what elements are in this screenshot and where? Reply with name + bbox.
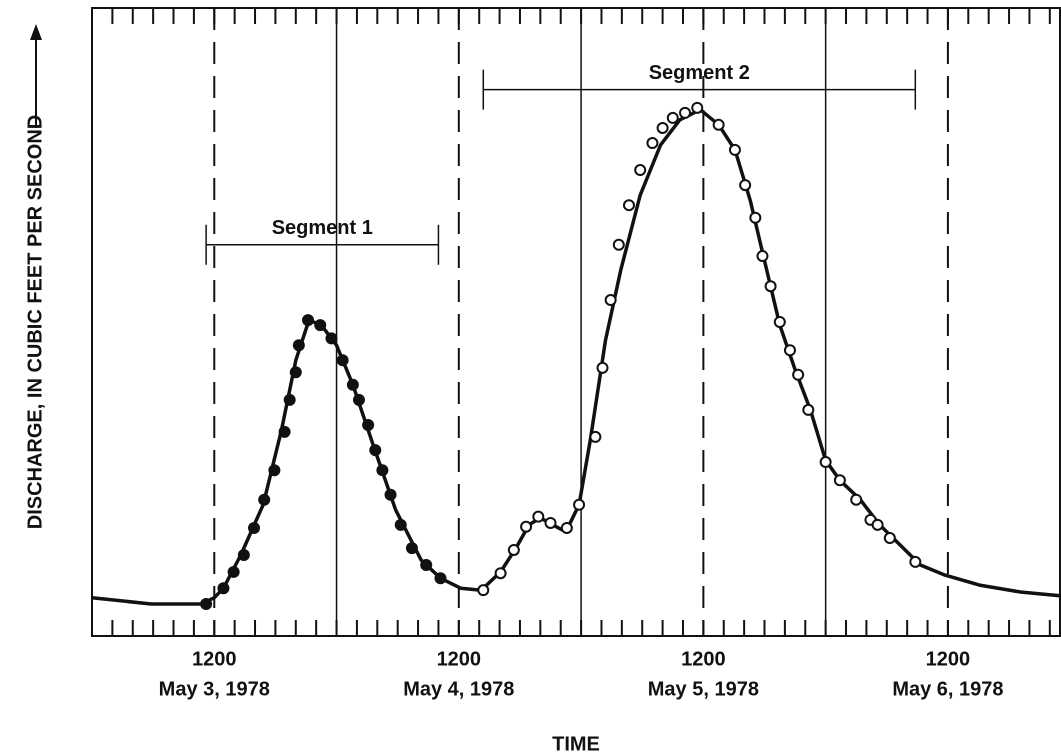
open-point [749,211,762,224]
open-point [589,430,602,443]
open-point [622,199,635,212]
open-point [764,280,777,293]
open-point [477,584,490,597]
x-tick-label: 1200 [437,648,482,670]
x-tick-date: May 5, 1978 [648,678,759,700]
open-point [691,101,704,114]
open-point [756,250,769,263]
open-point [544,516,557,529]
open-point [739,179,752,192]
x-tick-date: May 3, 1978 [159,678,270,700]
filled-point [289,366,302,379]
open-point [532,510,545,523]
filled-point [369,444,382,457]
open-point [871,518,884,531]
x-tick-label: 1200 [681,648,726,670]
open-point [728,143,741,156]
open-point [666,111,679,124]
y-arrow [30,24,42,128]
filled-point [200,597,213,610]
open-point [783,344,796,357]
open-point [560,521,573,534]
open-point [596,361,609,374]
open-point [819,456,832,469]
filled-point [227,565,240,578]
filled-point [314,319,327,332]
open-point [646,137,659,150]
x-axis-label: TIME [552,733,600,755]
filled-point [268,464,281,477]
open-point [792,368,805,381]
open-point [507,543,520,556]
filled-point [434,572,447,585]
filled-point [302,314,315,327]
open-point [773,316,786,328]
open-point [656,121,669,134]
open-point [850,493,863,506]
filled-point [346,378,359,391]
filled-point [420,559,433,572]
filled-point [237,548,250,561]
x-tick-label: 1200 [926,648,971,670]
open-point [573,498,586,511]
open-point [604,294,617,307]
open-point [679,106,692,119]
filled-point [248,521,261,534]
open-point [909,555,922,568]
segment-label: Segment 1 [272,217,373,239]
filled-point [283,393,296,406]
segment-label: Segment 2 [649,62,750,84]
filled-point [258,493,271,506]
open-point [494,567,507,580]
filled-point [384,488,397,501]
filled-point [278,425,291,438]
x-tick-label: 1200 [192,648,237,670]
open-point [883,532,896,545]
open-point [634,164,647,177]
filled-point [336,354,349,367]
plot-frame [91,7,1061,637]
discharge-curve [91,107,1061,606]
filled-point [217,582,230,595]
open-point [833,474,846,487]
filled-point [405,542,418,555]
filled-point [376,464,389,477]
x-tick-date: May 6, 1978 [892,678,1003,700]
open-point [612,238,625,251]
filled-point [352,393,365,406]
open-point [712,118,725,131]
filled-point [362,418,375,431]
filled-point [325,332,338,345]
x-tick-date: May 4, 1978 [403,678,514,700]
filled-point [394,518,407,531]
open-point [520,520,533,533]
filled-point [292,339,305,352]
y-axis-label: DISCHARGE, IN CUBIC FEET PER SECOND [24,115,46,529]
open-point [802,403,815,416]
